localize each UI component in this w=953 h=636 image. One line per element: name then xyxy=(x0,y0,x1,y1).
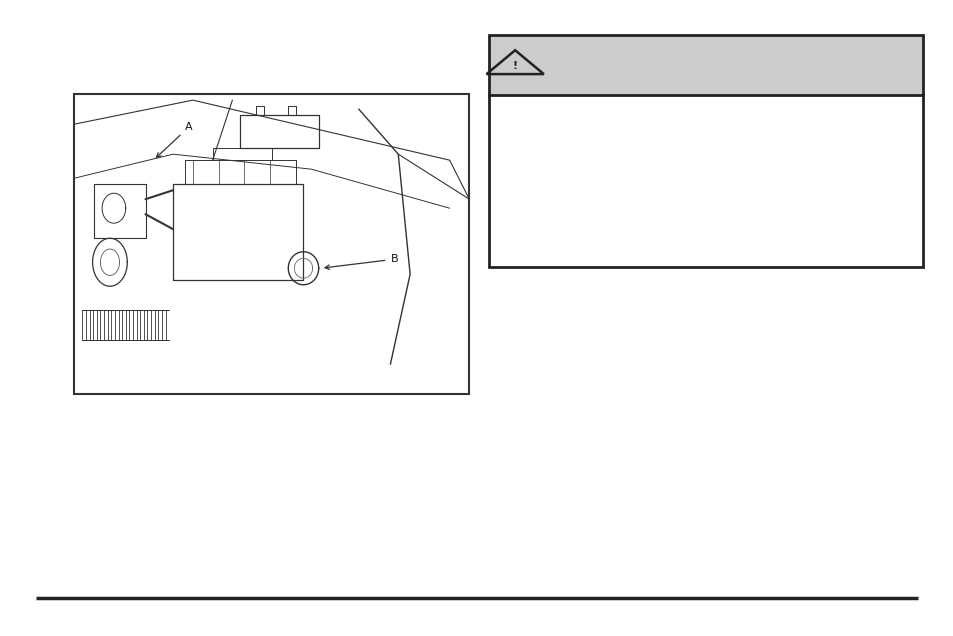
Bar xyxy=(489,95,923,267)
Text: !: ! xyxy=(512,60,517,71)
Bar xyxy=(489,35,923,95)
Bar xyxy=(489,35,923,267)
Text: B: B xyxy=(325,254,397,270)
Text: A: A xyxy=(156,122,193,157)
Bar xyxy=(74,94,469,394)
